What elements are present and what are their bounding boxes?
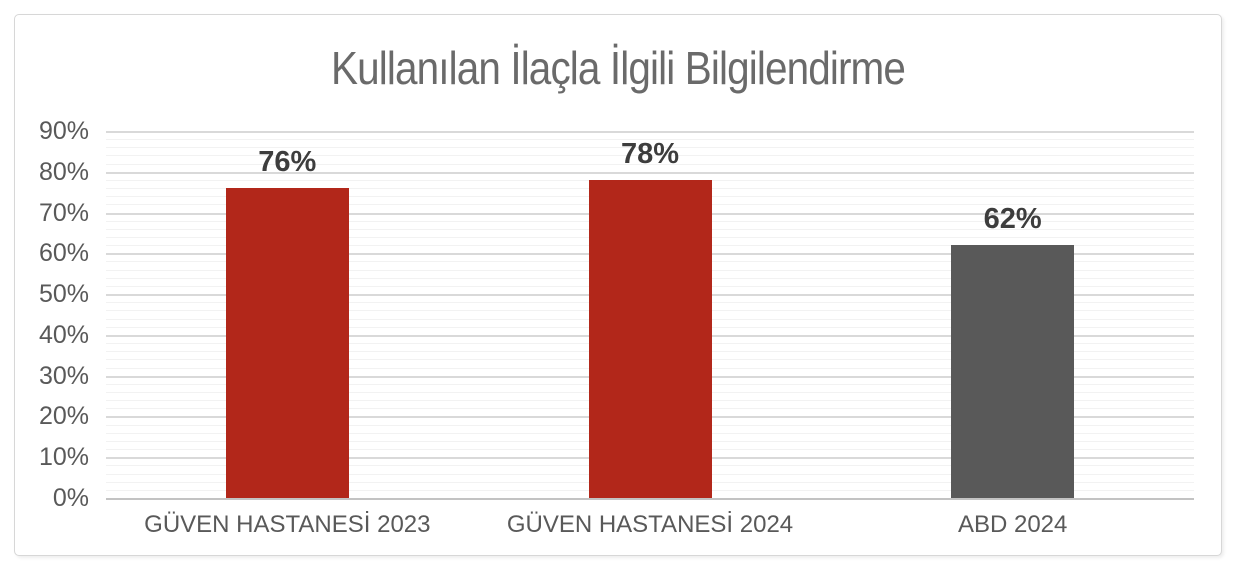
y-tick-label: 40% [38,320,89,349]
y-tick-label: 60% [38,239,89,268]
data-label: 78% [620,137,680,170]
bar-2 [588,179,712,498]
x-tick-label: GÜVEN HASTANESİ 2023 [144,511,431,538]
data-label: 62% [983,203,1042,236]
x-tick-label: GÜVEN HASTANESİ 2024 [506,511,794,538]
x-tick-label: ABD 2024 [957,511,1068,538]
plot-area: 76% 78% 62% [106,131,1194,500]
data-label: 76% [258,146,317,179]
x-axis-line [106,498,1194,500]
y-tick-label: 90% [38,117,89,145]
y-tick-label: 80% [38,157,89,186]
y-tick-label: 30% [38,361,89,390]
y-tick-label: 50% [38,280,89,309]
minor-gridline [106,147,1194,149]
minor-gridline [106,163,1194,165]
minor-gridline [106,139,1194,141]
y-tick-label: 10% [38,443,89,472]
chart-container: Kullanılan İlaçla İlgili Bilgilendirme 7… [14,14,1222,556]
minor-gridline [106,155,1194,157]
major-gridline [106,131,1194,133]
bar-3 [951,245,1075,498]
y-tick-label: 20% [38,402,89,431]
bar-1 [225,188,349,498]
major-gridline [106,171,1194,174]
y-tick-label: 70% [38,198,89,227]
chart-title: Kullanılan İlaçla İlgili Bilgilendirme [330,42,906,94]
y-tick-label: 0% [52,484,89,512]
